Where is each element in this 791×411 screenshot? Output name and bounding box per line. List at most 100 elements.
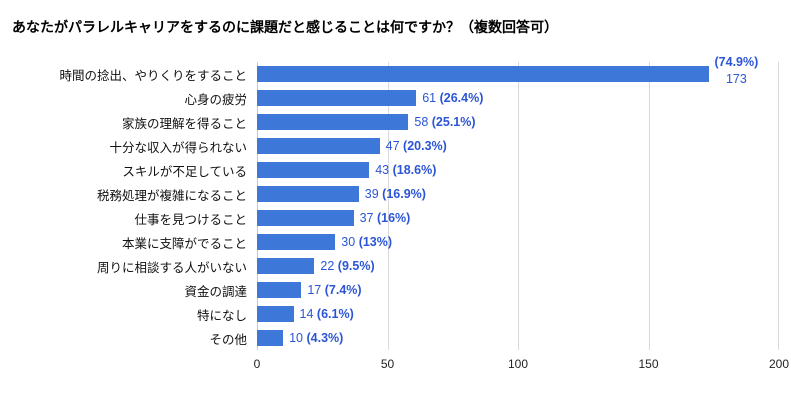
gridline xyxy=(778,326,779,351)
x-tick-label: 50 xyxy=(380,357,395,372)
category-label: 心身の疲労 xyxy=(184,92,247,107)
gridline xyxy=(648,134,650,159)
gridline xyxy=(648,182,650,207)
bar xyxy=(257,234,336,251)
gridline xyxy=(648,230,650,255)
plot-area: 61 (26.4%) xyxy=(257,86,779,111)
gridline xyxy=(387,134,389,159)
value-label: 37 (16%) xyxy=(360,212,411,225)
value-percent: (16.9%) xyxy=(382,186,426,201)
value-percent: (13%) xyxy=(358,234,393,249)
bar xyxy=(257,162,370,179)
value-label: 58 (25.1%) xyxy=(414,116,475,129)
value-percent: (18.6%) xyxy=(392,162,437,177)
value-label: 10 (4.3%) xyxy=(289,332,343,345)
category-label: 時間の捻出、やりくりをすること xyxy=(59,68,247,83)
category-label: スキルが不足している xyxy=(122,164,247,179)
plot-area: 22 (9.5%) xyxy=(257,254,779,279)
gridline xyxy=(518,86,519,111)
x-tick-label: 100 xyxy=(507,357,529,372)
plot-area: 39 (16.9%) xyxy=(257,182,779,207)
value-number: 61 xyxy=(422,90,437,105)
gridline xyxy=(518,158,519,183)
plot-area: 30 (13%) xyxy=(257,230,779,255)
x-axis-spacer xyxy=(12,350,257,380)
gridline xyxy=(778,302,779,327)
plot-area: 17 (7.4%) xyxy=(257,278,779,303)
value-label: 61 (26.4%) xyxy=(422,92,483,105)
value-percent: (9.5%) xyxy=(337,258,375,273)
x-axis: 0 50 100 150 200 xyxy=(12,350,789,380)
gridline xyxy=(387,302,389,327)
chart-row: 家族の理解を得ること 58 (25.1%) xyxy=(12,110,779,135)
value-percent: (4.3%) xyxy=(306,330,344,345)
value-number: 37 xyxy=(359,210,374,225)
bar xyxy=(257,90,417,107)
value-label: 17 (7.4%) xyxy=(307,284,361,297)
value-percent: (16%) xyxy=(376,210,411,225)
gridline xyxy=(778,62,779,87)
category-label: 仕事を見つけること xyxy=(134,212,247,227)
chart-row: 周りに相談する人がいない 22 (9.5%) xyxy=(12,254,779,279)
category-label: 資金の調達 xyxy=(184,284,247,299)
gridline xyxy=(518,206,519,231)
category-label: その他 xyxy=(209,332,247,347)
bar xyxy=(257,210,354,227)
gridline xyxy=(648,326,650,351)
value-number: 47 xyxy=(385,138,400,153)
value-percent: (20.3%) xyxy=(403,138,447,153)
value-label: 39 (16.9%) xyxy=(365,188,426,201)
category-label: 十分な収入が得られない xyxy=(109,140,247,155)
value-number: 14 xyxy=(299,306,314,321)
value-label: 30 (13%) xyxy=(341,236,392,249)
gridline xyxy=(778,254,779,279)
value-label: 47 (20.3%) xyxy=(386,140,447,153)
plot-area: (74.9%) 173 xyxy=(257,56,779,87)
plot-area: 43 (18.6%) xyxy=(257,158,779,183)
chart-title: あなたがパラレルキャリアをするのに課題だと感じることは何ですか？（複数回答可） xyxy=(12,19,558,35)
gridline xyxy=(648,158,650,183)
value-label: (74.9%) 173 xyxy=(715,56,759,85)
gridline xyxy=(387,206,389,231)
gridline xyxy=(518,182,519,207)
category-label: 特になし xyxy=(196,308,247,323)
value-percent: (7.4%) xyxy=(324,282,362,297)
value-number: 173 xyxy=(725,71,747,86)
category-label: 税務処理が複雑になること xyxy=(96,188,247,203)
chart-row: 特になし 14 (6.1%) xyxy=(12,302,779,327)
value-percent: (25.1%) xyxy=(431,114,476,129)
value-percent: (74.9%) xyxy=(714,55,759,70)
category-label: 家族の理解を得ること xyxy=(121,116,247,131)
value-number: 30 xyxy=(341,234,356,249)
chart-row: 資金の調達 17 (7.4%) xyxy=(12,278,779,303)
gridline xyxy=(518,134,519,159)
gridline xyxy=(518,254,519,279)
value-number: 10 xyxy=(289,330,303,345)
chart-rows: 時間の捻出、やりくりをすること (74.9%) 173 心身の疲労 61 (26.4%)… xyxy=(12,56,779,351)
bar-chart: 時間の捻出、やりくりをすること (74.9%) 173 心身の疲労 61 (26.4%)… xyxy=(12,56,789,380)
gridline xyxy=(778,230,779,255)
gridline xyxy=(518,326,519,351)
chart-row: 心身の疲労 61 (26.4%) xyxy=(12,86,779,111)
gridline xyxy=(518,278,519,303)
gridline xyxy=(387,278,389,303)
gridline xyxy=(387,230,389,255)
bar xyxy=(257,306,294,323)
value-number: 43 xyxy=(375,162,390,177)
gridline xyxy=(387,182,389,207)
gridline xyxy=(778,158,779,183)
x-tick-label: 200 xyxy=(768,357,790,372)
gridline xyxy=(518,302,519,327)
category-label: 周りに相談する人がいない xyxy=(96,260,247,275)
gridline xyxy=(648,254,650,279)
gridline xyxy=(648,302,650,327)
gridline xyxy=(518,230,519,255)
bar xyxy=(257,186,359,203)
bar xyxy=(257,138,380,155)
gridline xyxy=(387,254,389,279)
gridline xyxy=(778,182,779,207)
plot-area: 47 (20.3%) xyxy=(257,134,779,159)
value-label: 43 (18.6%) xyxy=(375,164,436,177)
value-label: 14 (6.1%) xyxy=(300,308,354,321)
bar xyxy=(257,282,302,299)
